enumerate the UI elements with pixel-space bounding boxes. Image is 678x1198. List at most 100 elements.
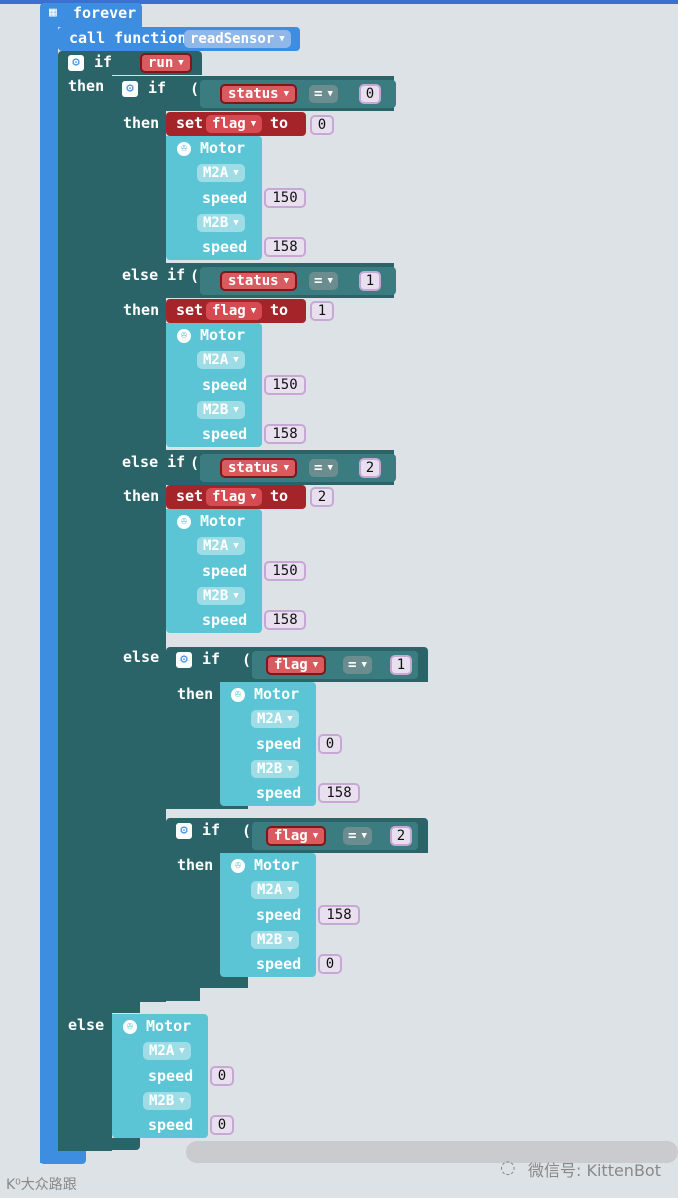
motor-port-b-dropdown[interactable]: M2B ▼ <box>197 401 245 419</box>
port-b-label: M2B <box>203 588 229 604</box>
speed-a-value[interactable]: 0 <box>210 1066 234 1086</box>
to-label: to <box>270 114 289 132</box>
compare-value[interactable]: 0 <box>359 84 381 104</box>
equals-operator[interactable]: = ▼ <box>343 827 372 845</box>
dropdown-arrow-icon: ▼ <box>250 119 257 129</box>
speed-a-value[interactable]: 150 <box>264 561 306 581</box>
speed-a-value[interactable]: 0 <box>318 734 342 754</box>
equals-operator[interactable]: = ▼ <box>309 272 338 290</box>
set-label: set <box>176 301 204 319</box>
gear-icon[interactable]: ⚙ <box>122 81 138 97</box>
speed-a-value[interactable]: 150 <box>264 375 306 395</box>
compare-value[interactable]: 1 <box>359 271 381 291</box>
motor-block[interactable]: ✇ Motor M2A ▼ speed M2B ▼ speed <box>220 853 316 977</box>
equals-operator[interactable]: = ▼ <box>309 459 338 477</box>
else-if-status-2-header[interactable]: else if ( status ▼ = ▼ 2 <box>112 450 396 485</box>
horizontal-scrollbar[interactable] <box>186 1141 678 1163</box>
set-flag-block[interactable]: set flag ▼ to <box>166 112 306 136</box>
speed-label: speed <box>256 906 302 924</box>
speed-label: speed <box>202 238 248 256</box>
status-label: status <box>228 460 279 476</box>
motor-block[interactable]: ✇ Motor M2A ▼ speed M2B ▼ speed <box>166 509 262 633</box>
motor-label: Motor <box>200 326 246 344</box>
motor-block[interactable]: ✇ Motor M2A ▼ speed M2B ▼ speed <box>166 323 262 447</box>
flag-variable[interactable]: flag ▼ <box>266 826 327 846</box>
motor-port-a-dropdown[interactable]: M2A ▼ <box>251 881 299 899</box>
equals-operator[interactable]: = ▼ <box>309 85 338 103</box>
speed-b-value[interactable]: 0 <box>210 1115 234 1135</box>
speed-b-value[interactable]: 158 <box>264 237 306 257</box>
gear-icon[interactable]: ⚙ <box>68 55 84 71</box>
dropdown-arrow-icon: ▼ <box>287 885 293 895</box>
inner-if-flag-1-header[interactable]: ⚙ if ( flag ▼ = ▼ 1 <box>166 647 428 682</box>
dropdown-arrow-icon: ▼ <box>233 218 239 228</box>
run-variable[interactable]: run ▼ <box>140 53 192 73</box>
motor-port-a-dropdown[interactable]: M2A ▼ <box>197 351 245 369</box>
if-label: if <box>148 79 167 97</box>
speed-b-value[interactable]: 158 <box>264 610 306 630</box>
port-b-label: M2B <box>149 1093 175 1109</box>
motor-label: Motor <box>146 1017 192 1035</box>
status-variable[interactable]: status ▼ <box>220 84 297 104</box>
flag-label: flag <box>212 489 246 505</box>
speed-label: speed <box>202 611 248 629</box>
forever-bottom <box>40 1150 86 1164</box>
motor-port-a-dropdown[interactable]: M2A ▼ <box>197 164 245 182</box>
motor-block[interactable]: ✇ Motor M2A ▼ speed M2B ▼ speed <box>166 136 262 260</box>
motor-block[interactable]: ✇ Motor M2A ▼ speed M2B ▼ speed <box>112 1014 208 1138</box>
dropdown-arrow-icon: ▼ <box>312 831 319 841</box>
motor-port-b-dropdown[interactable]: M2B ▼ <box>197 587 245 605</box>
speed-b-value[interactable]: 0 <box>318 954 342 974</box>
flag-dropdown[interactable]: flag ▼ <box>206 488 263 506</box>
set-label: set <box>176 487 204 505</box>
motor-port-a-dropdown[interactable]: M2A ▼ <box>143 1042 191 1060</box>
status-variable[interactable]: status ▼ <box>220 271 297 291</box>
set-flag-block[interactable]: set flag ▼ to <box>166 485 306 509</box>
if-label: if <box>94 53 113 71</box>
gear-icon[interactable]: ⚙ <box>176 652 192 668</box>
speed-a-value[interactable]: 158 <box>318 905 360 925</box>
speed-label: speed <box>148 1116 194 1134</box>
function-name-dropdown[interactable]: readSensor ▼ <box>184 30 291 48</box>
call-function-block[interactable]: call function readSensor ▼ <box>58 27 300 51</box>
flag-variable[interactable]: flag ▼ <box>266 655 327 675</box>
status-variable[interactable]: status ▼ <box>220 458 297 478</box>
forever-body-left <box>40 27 58 1163</box>
flag-dropdown[interactable]: flag ▼ <box>206 302 263 320</box>
compare-value[interactable]: 2 <box>390 826 412 846</box>
motor-port-b-dropdown[interactable]: M2B ▼ <box>197 214 245 232</box>
compare-value[interactable]: 2 <box>359 458 381 478</box>
flag-dropdown[interactable]: flag ▼ <box>206 115 263 133</box>
motor-block[interactable]: ✇ Motor M2A ▼ speed M2B ▼ speed <box>220 682 316 806</box>
grid-icon: ▦ <box>49 5 57 20</box>
motor-port-a-dropdown[interactable]: M2A ▼ <box>251 710 299 728</box>
equals-operator[interactable]: = ▼ <box>343 656 372 674</box>
flag-value[interactable]: 0 <box>310 115 334 135</box>
speed-b-value[interactable]: 158 <box>318 783 360 803</box>
compare-value[interactable]: 1 <box>390 655 412 675</box>
flag-value[interactable]: 2 <box>310 487 334 507</box>
outer-if-bottom <box>58 1138 140 1150</box>
then-label: then <box>123 487 160 505</box>
outer-if-header[interactable]: ⚙ if run ▼ <box>58 51 202 75</box>
flag-value[interactable]: 1 <box>310 301 334 321</box>
speed-b-value[interactable]: 158 <box>264 424 306 444</box>
gear-icon[interactable]: ⚙ <box>176 823 192 839</box>
speed-a-value[interactable]: 150 <box>264 188 306 208</box>
inner-if-flag-2-header[interactable]: ⚙ if ( flag ▼ = ▼ 2 <box>166 818 428 853</box>
dropdown-arrow-icon: ▼ <box>279 34 285 44</box>
else-if-status-1-header[interactable]: else if ( status ▼ = ▼ 1 <box>112 263 396 298</box>
equals-label: = <box>348 657 357 673</box>
watermark-left: K⁰大众路跟 <box>6 1177 77 1193</box>
motor-port-a-dropdown[interactable]: M2A ▼ <box>197 537 245 555</box>
motor-port-b-dropdown[interactable]: M2B ▼ <box>143 1092 191 1110</box>
flag-label: flag <box>274 828 308 844</box>
set-flag-block[interactable]: set flag ▼ to <box>166 299 306 323</box>
function-name: readSensor <box>190 31 275 47</box>
motor-port-b-dropdown[interactable]: M2B ▼ <box>251 760 299 778</box>
motor-port-b-dropdown[interactable]: M2B ▼ <box>251 931 299 949</box>
if-status-0-header[interactable]: ⚙ if ( status ▼ = ▼ 0 <box>112 76 396 111</box>
port-b-label: M2B <box>257 932 283 948</box>
port-b-label: M2B <box>257 761 283 777</box>
forever-block[interactable]: ▦ forever <box>40 3 142 27</box>
